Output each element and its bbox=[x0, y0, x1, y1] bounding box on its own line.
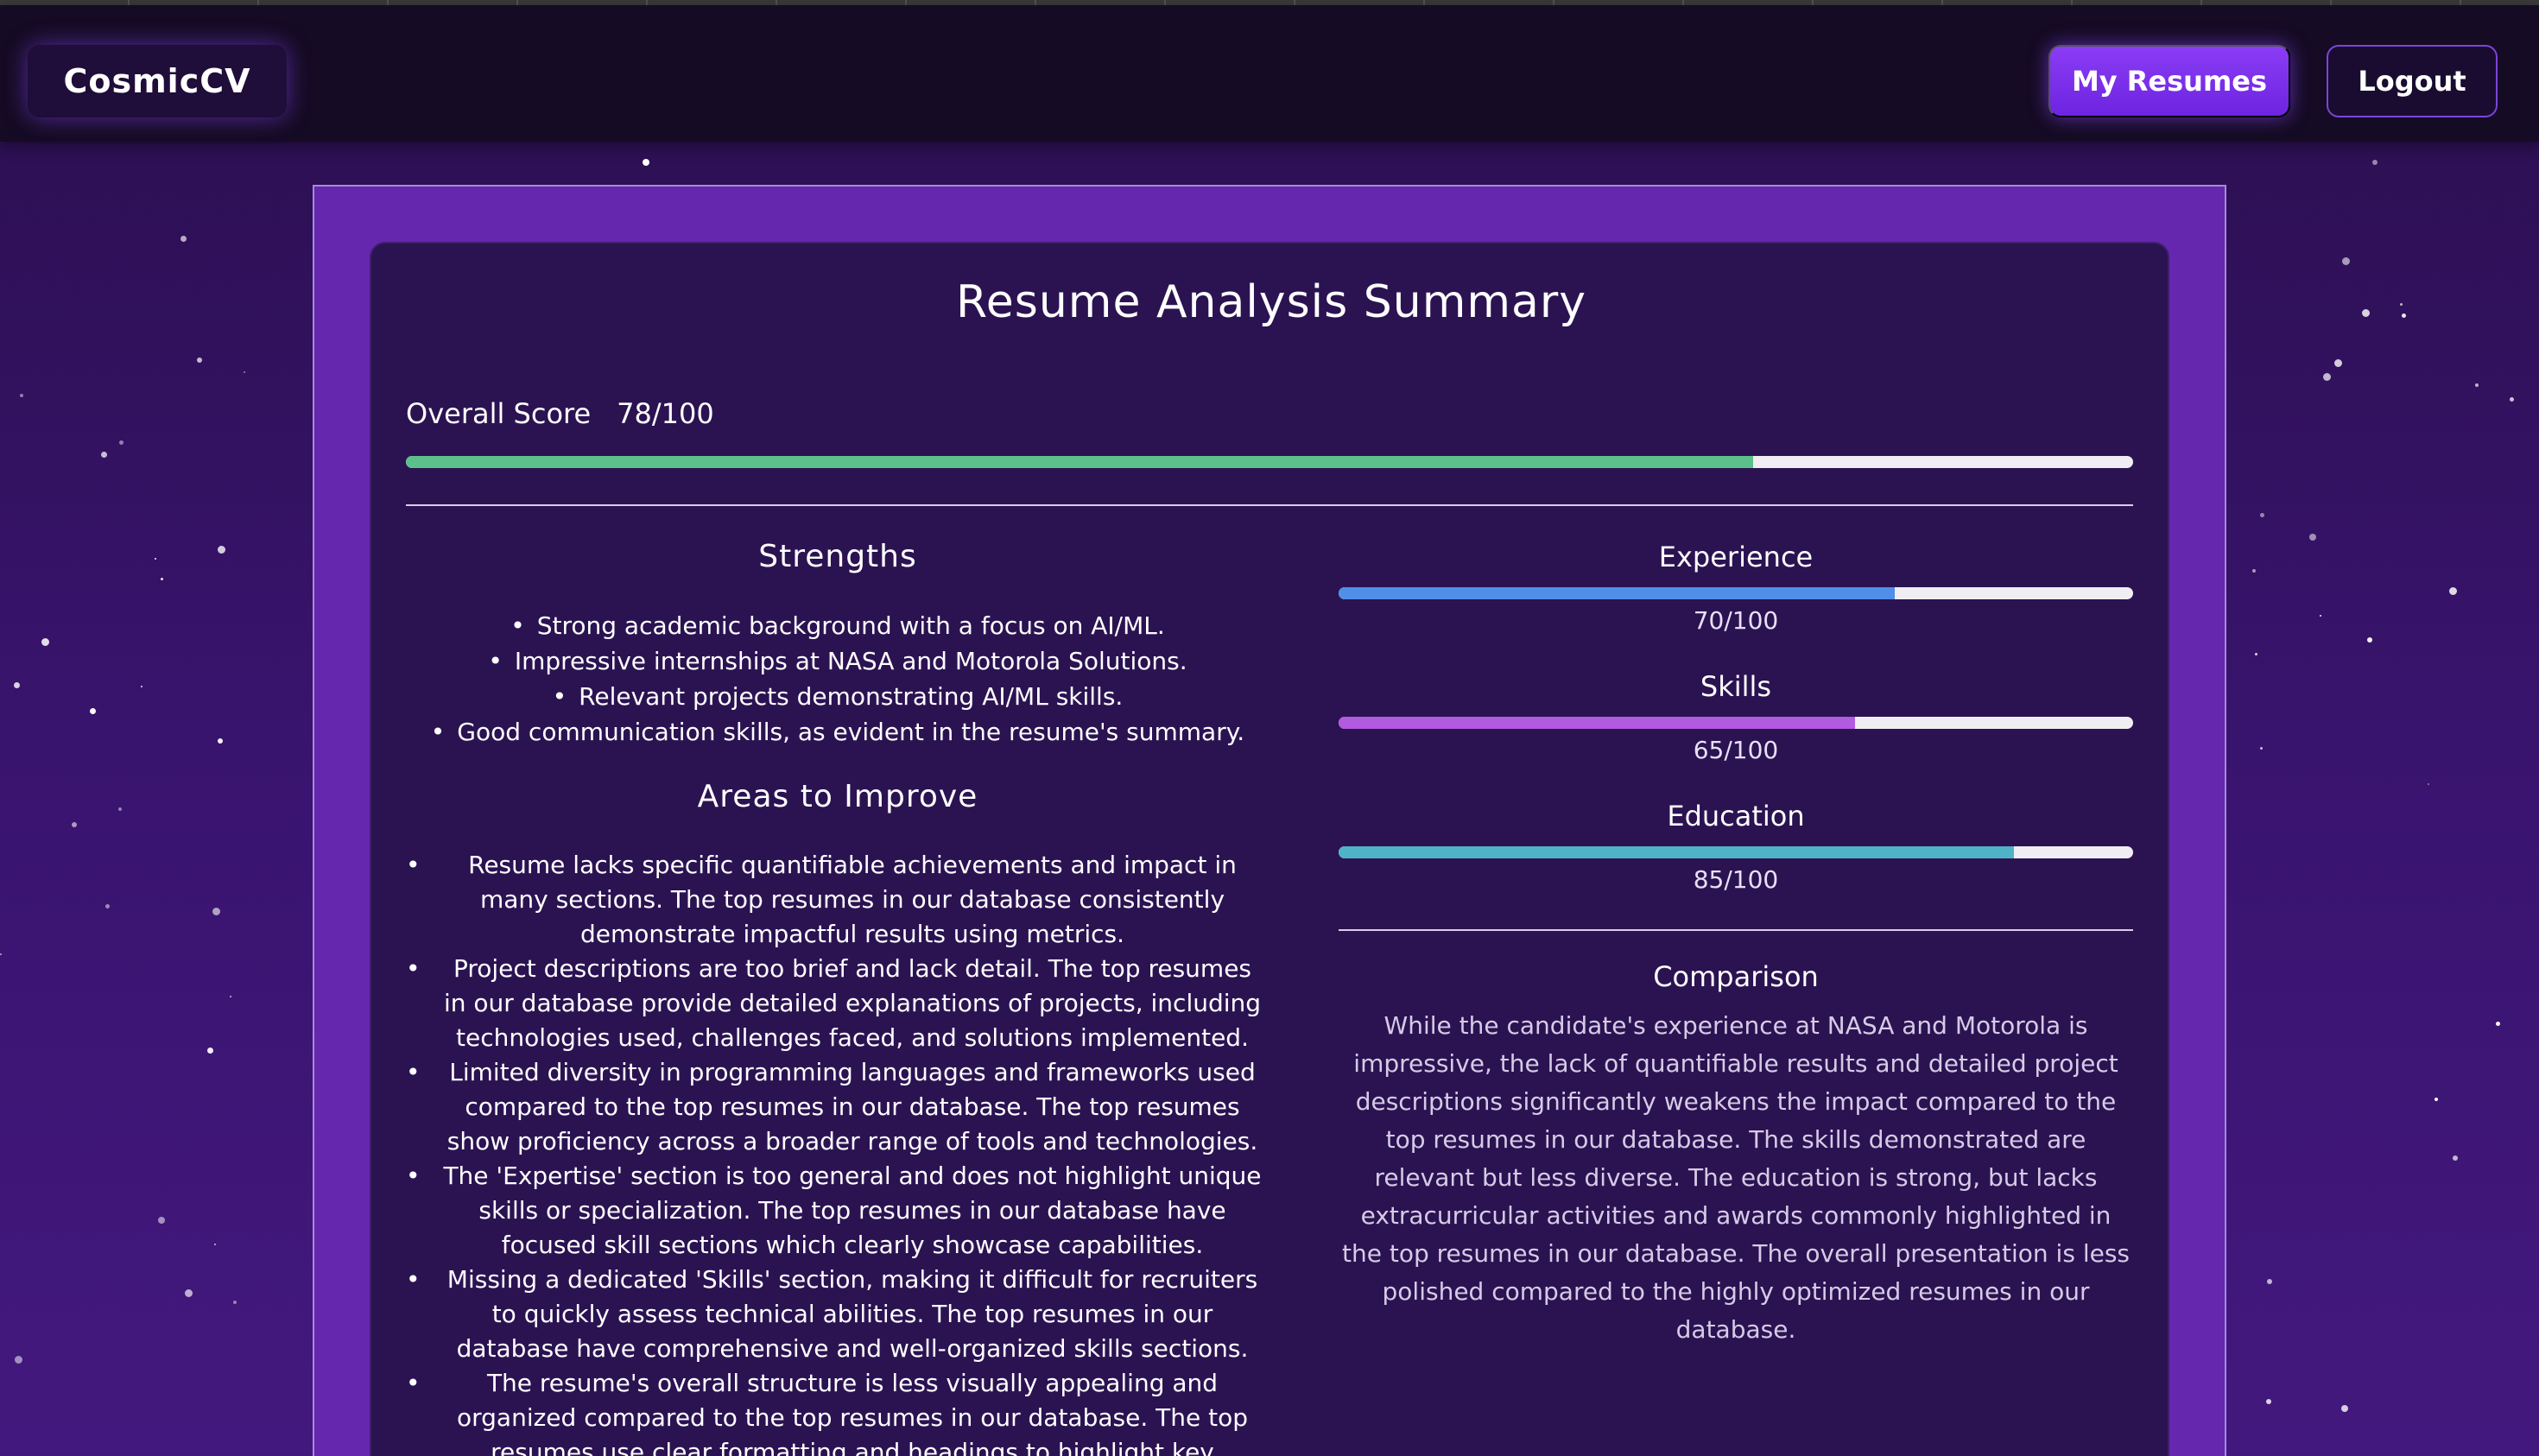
star bbox=[118, 440, 123, 446]
strengths-list: Strong academic background with a focus … bbox=[406, 608, 1270, 750]
overall-score-row: Overall Score 78/100 bbox=[406, 397, 714, 430]
star bbox=[244, 370, 246, 373]
education-bar-fill bbox=[1339, 846, 2014, 858]
page-title: Resume Analysis Summary bbox=[955, 276, 1587, 328]
analysis-card: Resume Analysis Summary Overall Score 78/… bbox=[370, 242, 2169, 1456]
star bbox=[207, 1047, 214, 1054]
skills-score: 65/100 bbox=[1693, 736, 1779, 764]
star bbox=[2266, 1398, 2272, 1404]
star bbox=[2259, 746, 2263, 750]
star bbox=[2361, 309, 2370, 317]
education-score: 85/100 bbox=[1693, 865, 1779, 894]
list-item: Strong academic background with a focus … bbox=[406, 608, 1270, 643]
star bbox=[20, 393, 24, 397]
overall-score-fill bbox=[406, 456, 1753, 468]
star bbox=[197, 357, 203, 363]
star bbox=[2308, 534, 2316, 541]
top-navbar: CosmicCV My Resumes Logout bbox=[0, 5, 2539, 142]
comparison-title: Comparison bbox=[1653, 960, 1819, 993]
star bbox=[41, 638, 50, 647]
star bbox=[218, 738, 224, 744]
star bbox=[89, 708, 96, 715]
star bbox=[2474, 383, 2479, 387]
star bbox=[2400, 302, 2403, 306]
skills-bar bbox=[1339, 717, 2133, 729]
star bbox=[15, 1355, 23, 1364]
star bbox=[2319, 614, 2321, 617]
areas-to-improve-title: Areas to Improve bbox=[697, 779, 978, 814]
star bbox=[180, 236, 187, 243]
strengths-title: Strengths bbox=[758, 539, 917, 574]
experience-title: Experience bbox=[1658, 541, 1814, 573]
list-item: Missing a dedicated 'Skills' section, ma… bbox=[406, 1263, 1270, 1366]
star bbox=[2340, 1404, 2348, 1412]
list-item: Impressive internships at NASA and Motor… bbox=[406, 643, 1270, 679]
overall-score-value: 78/100 bbox=[617, 397, 714, 430]
star bbox=[232, 1301, 237, 1305]
star bbox=[184, 1288, 193, 1297]
star bbox=[643, 159, 650, 167]
skills-bar-fill bbox=[1339, 717, 1855, 729]
list-item: The 'Expertise' section is too general a… bbox=[406, 1159, 1270, 1263]
logo[interactable]: CosmicCV bbox=[28, 45, 287, 117]
list-item: Resume lacks specific quantifiable achie… bbox=[406, 848, 1270, 952]
star bbox=[117, 807, 122, 811]
star bbox=[101, 451, 108, 458]
browser-top-strip bbox=[0, 0, 2539, 5]
star bbox=[229, 996, 231, 997]
overall-score-bar bbox=[406, 456, 2133, 468]
skills-title: Skills bbox=[1700, 670, 1772, 703]
star bbox=[2267, 1278, 2273, 1284]
star bbox=[2251, 568, 2256, 573]
experience-score: 70/100 bbox=[1693, 606, 1779, 635]
star bbox=[2342, 256, 2351, 265]
star bbox=[2509, 396, 2514, 402]
star bbox=[2453, 1155, 2459, 1161]
list-item: The resume's overall structure is less v… bbox=[406, 1366, 1270, 1456]
star bbox=[2371, 160, 2378, 166]
comparison-text: While the candidate's experience at NASA… bbox=[1341, 1011, 2131, 1344]
star bbox=[2496, 1022, 2501, 1027]
star bbox=[2333, 358, 2342, 367]
my-resumes-button[interactable]: My Resumes bbox=[2048, 45, 2290, 117]
star bbox=[2428, 783, 2430, 786]
star bbox=[2402, 313, 2407, 319]
education-bar bbox=[1339, 846, 2133, 858]
list-item: Good communication skills, as evident in… bbox=[406, 714, 1270, 750]
metrics-divider bbox=[1339, 929, 2133, 931]
star bbox=[2259, 512, 2264, 517]
overall-score-label: Overall Score bbox=[406, 397, 592, 430]
star bbox=[105, 903, 111, 908]
star bbox=[2435, 1098, 2439, 1102]
list-item: Limited diversity in programming languag… bbox=[406, 1055, 1270, 1159]
star bbox=[140, 685, 142, 687]
star bbox=[160, 577, 163, 580]
star bbox=[14, 682, 21, 689]
star bbox=[2322, 373, 2331, 382]
star bbox=[213, 1243, 216, 1245]
list-item: Relevant projects demonstrating AI/ML sk… bbox=[406, 679, 1270, 714]
star bbox=[155, 558, 157, 560]
star bbox=[71, 822, 77, 828]
star bbox=[212, 907, 221, 915]
star bbox=[2366, 637, 2372, 643]
experience-bar-fill bbox=[1339, 587, 1895, 599]
areas-to-improve-list: Resume lacks specific quantifiable achie… bbox=[406, 848, 1270, 1456]
star bbox=[217, 546, 225, 554]
star bbox=[157, 1217, 165, 1225]
star bbox=[2255, 652, 2258, 655]
list-item: Project descriptions are too brief and l… bbox=[406, 952, 1270, 1055]
experience-bar bbox=[1339, 587, 2133, 599]
logout-button[interactable]: Logout bbox=[2327, 45, 2498, 117]
education-title: Education bbox=[1667, 800, 1805, 832]
star bbox=[0, 953, 3, 955]
section-divider bbox=[406, 504, 2133, 506]
star bbox=[2449, 586, 2458, 595]
